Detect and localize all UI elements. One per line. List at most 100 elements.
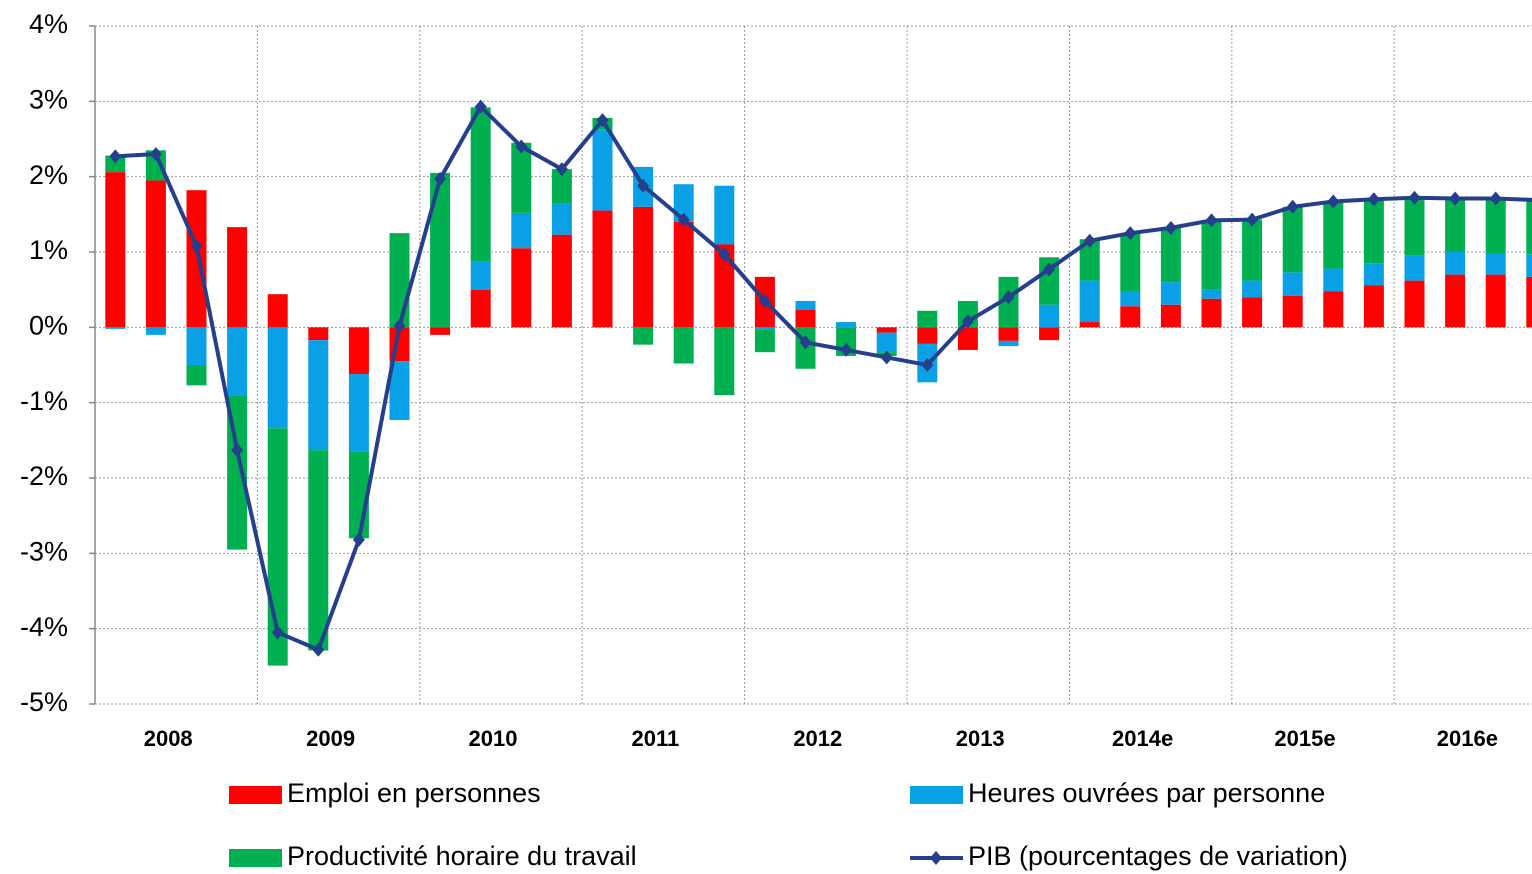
bar-segment (1363, 263, 1384, 286)
bar-segment (795, 310, 816, 328)
bar-segment (145, 327, 166, 335)
line-marker (840, 342, 853, 357)
legend-swatch (229, 849, 282, 867)
bar-segment (1363, 285, 1384, 328)
bar-segment (1242, 280, 1263, 298)
bar-segment (1120, 233, 1141, 292)
line-marker (1246, 212, 1259, 227)
legend-swatch (910, 786, 963, 804)
bar-segment (511, 248, 532, 328)
bar-segment (348, 327, 369, 375)
line-marker (758, 293, 771, 308)
legend-label: Emploi en personnes (287, 778, 541, 808)
bar-segment (308, 327, 329, 341)
line-marker (1327, 194, 1340, 209)
bar-segment (186, 190, 207, 328)
bar-segment (1323, 201, 1344, 269)
y-tick-label: 1% (29, 235, 68, 265)
line-marker (1449, 191, 1462, 206)
bar-segment (105, 327, 126, 329)
line-series (115, 103, 1532, 653)
line-marker (515, 139, 528, 154)
y-tick-label: 2% (29, 160, 68, 190)
line-marker (190, 238, 203, 253)
bar-segment (267, 294, 288, 328)
line-marker (1489, 191, 1502, 206)
bar-segment (1485, 253, 1506, 275)
line-marker (1205, 213, 1218, 228)
legend-label: PIB (pourcentages de variation) (968, 841, 1348, 871)
bar-segment (673, 184, 694, 222)
legend-label: Productivité horaire du travail (287, 841, 637, 871)
line-marker (1286, 199, 1299, 214)
line-marker (677, 212, 690, 227)
bar-segment (673, 327, 694, 364)
bar-segment (1160, 304, 1181, 328)
y-tick-label: 4% (29, 9, 68, 39)
bar-segment (795, 300, 816, 311)
line-marker (149, 147, 162, 162)
bar-segment (1404, 280, 1425, 328)
line-marker (393, 318, 406, 333)
x-tick-label: 2011 (632, 726, 680, 751)
bar-segment (551, 169, 572, 204)
bar-segment (470, 107, 491, 262)
x-tick-label: 2013 (956, 726, 1005, 751)
bar-segment (1039, 327, 1060, 341)
bar-segment (1160, 282, 1181, 305)
bar-segment (1445, 252, 1466, 275)
line-marker (637, 178, 650, 193)
line-marker (1124, 226, 1137, 241)
bar-segment (1201, 289, 1222, 299)
line-marker (1043, 262, 1056, 277)
bar-segment (957, 327, 978, 350)
bar-segment (105, 155, 126, 173)
bar-segment (836, 322, 857, 328)
bar-segment (1120, 306, 1141, 328)
bar-segment (1526, 199, 1532, 255)
bar-segment (1485, 274, 1506, 328)
line-marker (1367, 192, 1380, 207)
line-marker (1083, 233, 1096, 248)
line-marker (1002, 290, 1015, 305)
bar-segment (186, 327, 207, 365)
bar-segment (470, 289, 491, 328)
bar-segment (876, 327, 897, 333)
bar-segment (551, 234, 572, 328)
y-tick-label: -5% (20, 687, 68, 717)
line-marker (1164, 220, 1177, 235)
bar-segment (511, 142, 532, 213)
bar-segment (754, 327, 775, 330)
bar-segment (1404, 197, 1425, 256)
x-tick-label: 2016e (1437, 726, 1498, 751)
bar-segment (998, 340, 1019, 347)
bar-segment (1079, 239, 1100, 281)
line-marker (921, 358, 934, 372)
x-tick-label: 2014e (1112, 726, 1173, 751)
plot (105, 99, 1532, 666)
bar-segment (1485, 198, 1506, 254)
bar-segment (1363, 199, 1384, 264)
bar-segment (145, 150, 166, 181)
line-marker (434, 171, 447, 186)
bar-segment (917, 327, 938, 344)
bar-segment (430, 172, 451, 328)
y-tick-label: 3% (29, 84, 68, 114)
bar-segment (470, 261, 491, 290)
bar-segment (1404, 255, 1425, 281)
line-marker (555, 162, 568, 177)
bar-segment (633, 327, 654, 345)
line-marker (312, 642, 325, 657)
bar-segment (673, 221, 694, 328)
line-marker (352, 532, 365, 547)
bar-segment (1242, 297, 1263, 328)
bar-segment (267, 327, 288, 429)
y-tick-label: -3% (20, 536, 68, 566)
bar-segment (1445, 274, 1466, 328)
y-tick-label: -1% (20, 386, 68, 416)
bar-segment (551, 203, 572, 235)
bar-segment (1282, 272, 1303, 296)
x-tick-label: 2012 (793, 726, 842, 751)
